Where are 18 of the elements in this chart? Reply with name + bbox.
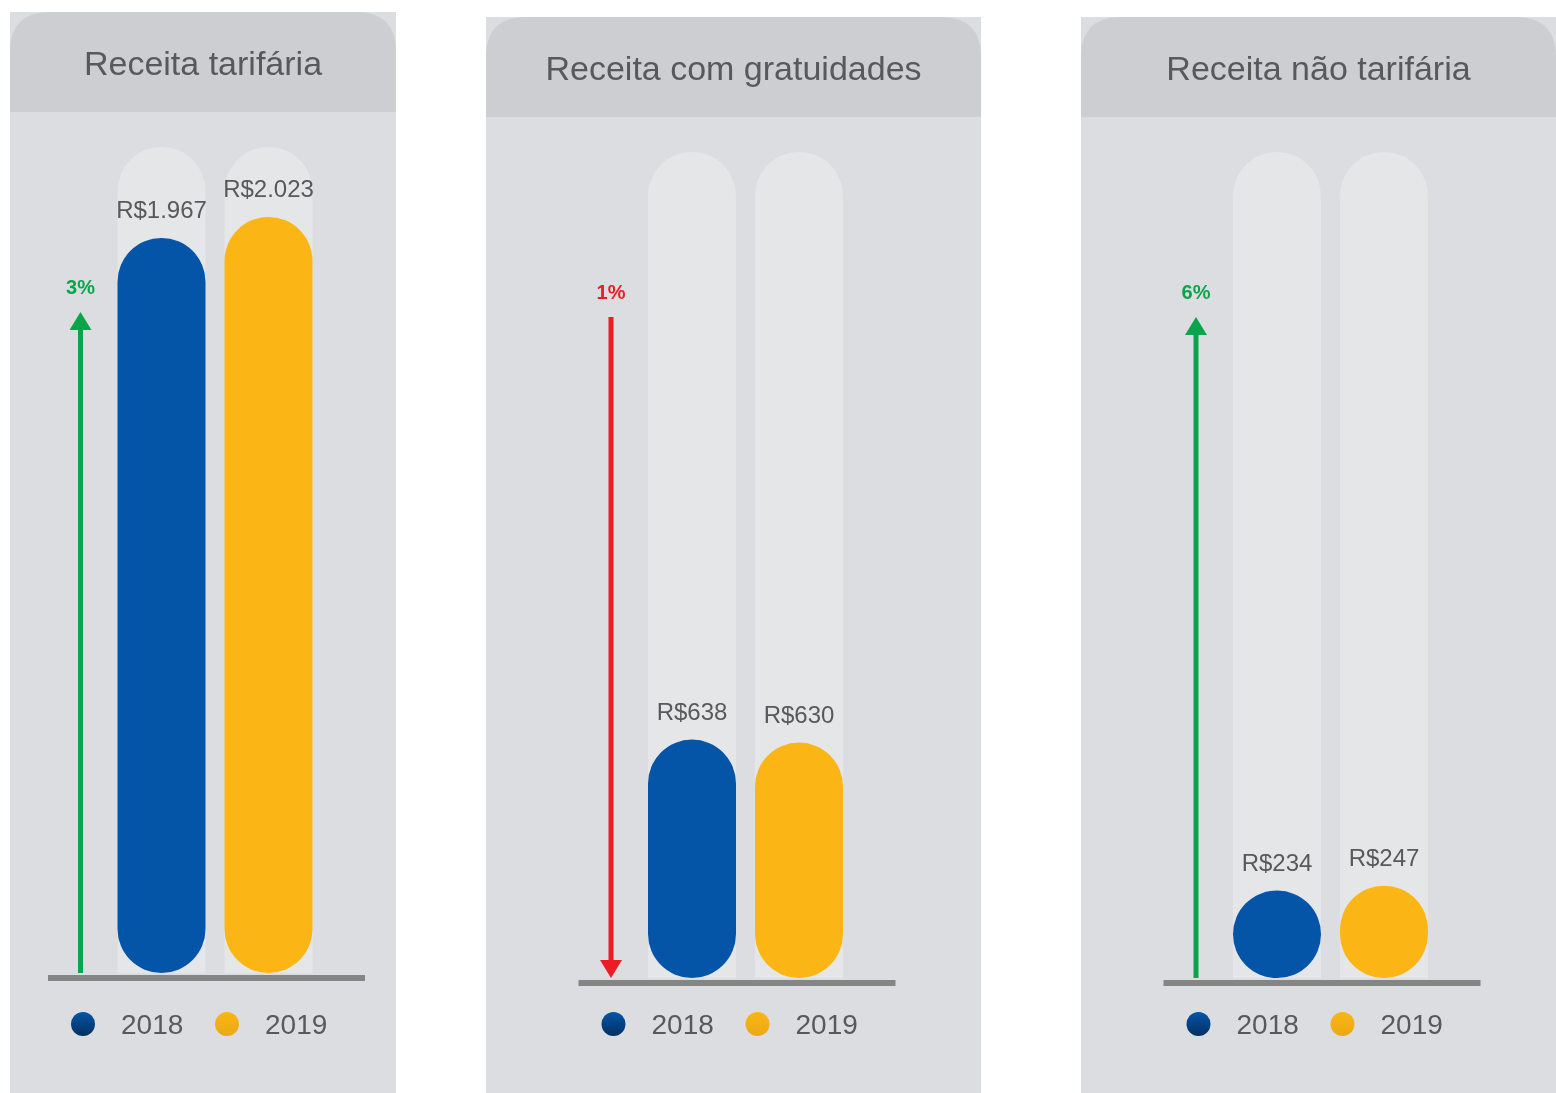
chart-title: Receita não tarifária [1166,49,1471,87]
data-label: R$234 [1241,848,1313,876]
data-label: R$638 [656,697,728,725]
data-label: R$630 [763,700,835,728]
legend-label: 2018 [1236,1009,1299,1040]
data-label: R$247 [1348,843,1420,871]
legend-label: 2018 [121,1009,184,1040]
legend-label: 2019 [795,1009,858,1040]
chart-title: Receita tarifária [83,44,323,82]
data-label: R$2.023 [223,175,314,202]
text: 6% [1181,281,1211,303]
legend-label: 2018 [651,1009,714,1040]
data-label: R$1.967 [116,195,207,223]
legend-label: 2019 [265,1009,328,1040]
annotation: 3% [66,276,96,298]
legend-label: 2019 [1380,1009,1443,1040]
text: 1% [596,281,626,303]
chart-title: Receita com gratuidades [545,49,922,87]
